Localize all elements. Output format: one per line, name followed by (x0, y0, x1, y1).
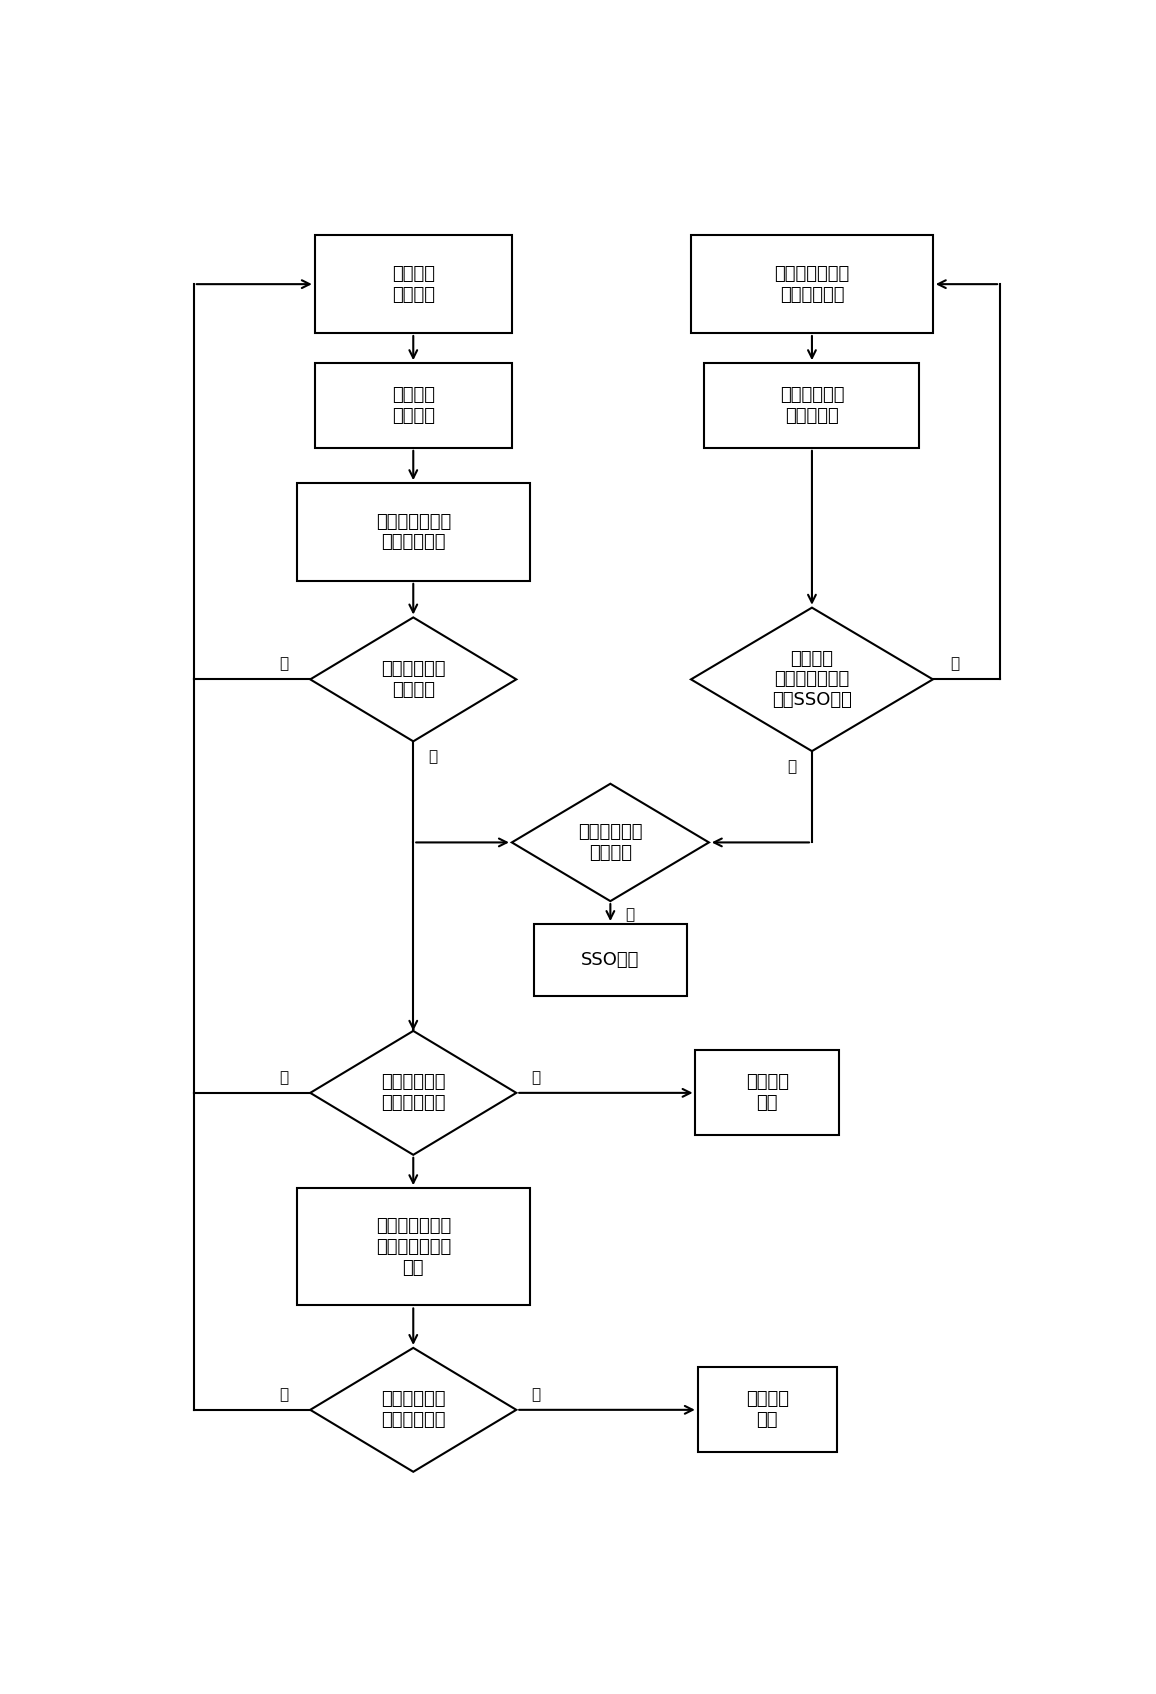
FancyBboxPatch shape (534, 923, 687, 996)
Text: 是否满足以上
任一条件: 是否满足以上 任一条件 (578, 823, 643, 862)
Text: 跳机保护
信号: 跳机保护 信号 (746, 1391, 788, 1430)
FancyBboxPatch shape (704, 363, 919, 447)
FancyBboxPatch shape (297, 483, 529, 581)
Text: 扭振危险截面实
时扭应力计算: 扭振危险截面实 时扭应力计算 (376, 513, 451, 551)
Text: 提取电气信号
次同步分量: 提取电气信号 次同步分量 (779, 386, 844, 425)
Text: 是否超过
次同步分量激发
轴系SSO阈值: 是否超过 次同步分量激发 轴系SSO阈值 (772, 649, 852, 710)
FancyBboxPatch shape (314, 235, 512, 334)
Polygon shape (310, 1348, 517, 1472)
Text: 实时采集机组发
电机电气信号: 实时采集机组发 电机电气信号 (775, 264, 850, 303)
Text: 扭振危险截面累
积疲劳寿命损耗
计算: 扭振危险截面累 积疲劳寿命损耗 计算 (376, 1216, 451, 1277)
Text: 是: 是 (787, 759, 796, 774)
Polygon shape (691, 608, 933, 750)
Polygon shape (310, 617, 517, 742)
FancyBboxPatch shape (297, 1187, 529, 1306)
Polygon shape (512, 784, 709, 901)
FancyBboxPatch shape (691, 235, 933, 334)
FancyBboxPatch shape (696, 1050, 839, 1135)
Text: 否: 否 (950, 656, 959, 671)
Text: 是否超过扭振
报警阈值: 是否超过扭振 报警阈值 (381, 661, 445, 700)
Text: 扭振损伤
报警: 扭振损伤 报警 (746, 1074, 788, 1113)
Text: 是: 是 (429, 749, 437, 764)
Text: 否: 否 (279, 1069, 288, 1084)
Text: 是: 是 (532, 1069, 541, 1084)
Text: 是: 是 (532, 1387, 541, 1401)
Text: 否: 否 (279, 656, 288, 671)
FancyBboxPatch shape (698, 1367, 837, 1452)
Polygon shape (310, 1032, 517, 1155)
Text: 否: 否 (279, 1387, 288, 1401)
Text: 实时采集
扭角信号: 实时采集 扭角信号 (392, 264, 435, 303)
Text: 是否超过扭振
损伤报警阈值: 是否超过扭振 损伤报警阈值 (381, 1074, 445, 1113)
Text: 扭角信号
带通滤波: 扭角信号 带通滤波 (392, 386, 435, 425)
FancyBboxPatch shape (314, 363, 512, 447)
Text: SSO报警: SSO报警 (581, 950, 639, 969)
Text: 是否超过扭振
跳机保护阈值: 是否超过扭振 跳机保护阈值 (381, 1391, 445, 1430)
Text: 是: 是 (625, 906, 635, 922)
